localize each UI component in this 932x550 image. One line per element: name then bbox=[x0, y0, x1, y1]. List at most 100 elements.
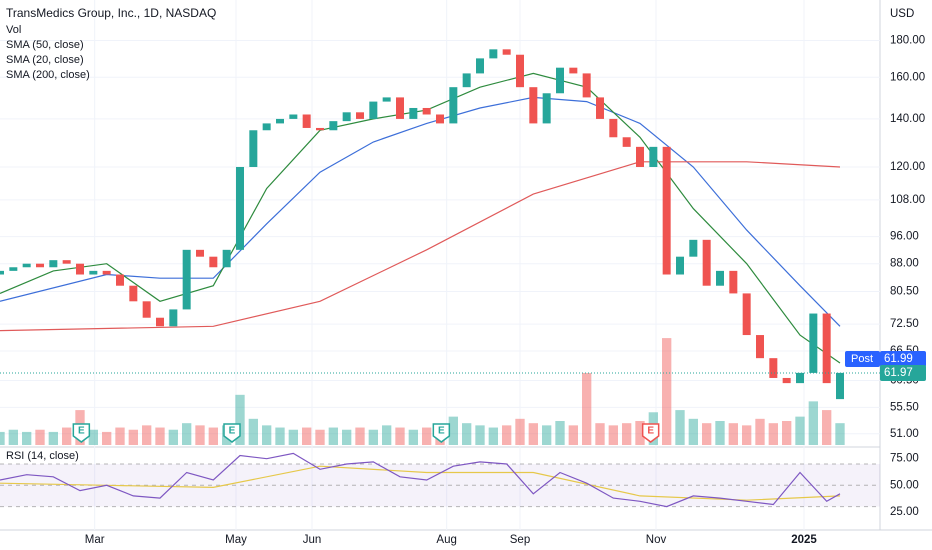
candle bbox=[622, 137, 631, 147]
rsi-title: RSI (14, close) bbox=[6, 450, 79, 462]
volume-bar bbox=[355, 427, 365, 445]
earnings-label: E bbox=[78, 426, 85, 437]
legend-item: Vol bbox=[6, 24, 21, 36]
candle bbox=[276, 118, 284, 124]
volume-bar bbox=[475, 425, 485, 445]
candle bbox=[142, 301, 151, 318]
volume-bar bbox=[715, 421, 725, 445]
candle bbox=[422, 107, 431, 115]
candle bbox=[702, 239, 711, 286]
volume-bar bbox=[208, 427, 218, 445]
volume-bar bbox=[395, 427, 405, 445]
candle bbox=[116, 274, 124, 286]
candle bbox=[729, 270, 738, 294]
currency: USD bbox=[890, 8, 914, 20]
volume-bar bbox=[315, 429, 325, 445]
rsi-line bbox=[0, 452, 841, 508]
candle bbox=[396, 97, 404, 119]
volume-bar bbox=[422, 427, 432, 445]
candle bbox=[169, 309, 178, 327]
volume-bar bbox=[568, 425, 578, 445]
candle bbox=[356, 112, 364, 119]
candle bbox=[209, 256, 218, 268]
y-tick-label: 120.00 bbox=[890, 161, 925, 173]
rsi-tick-label: 25.00 bbox=[890, 506, 919, 518]
candle bbox=[36, 263, 44, 268]
candle bbox=[409, 107, 418, 119]
candle bbox=[129, 285, 138, 302]
x-tick-label: May bbox=[225, 534, 247, 546]
candle bbox=[822, 313, 831, 384]
volume-bar bbox=[795, 416, 805, 445]
rsi-tick-label: 50.00 bbox=[890, 479, 919, 491]
volume-bar bbox=[62, 427, 72, 445]
volume-bar bbox=[755, 418, 765, 445]
candle bbox=[9, 267, 18, 271]
y-tick-label: 180.00 bbox=[890, 35, 925, 47]
legend-item: SMA (20, close) bbox=[6, 54, 84, 66]
volume-bar bbox=[808, 401, 818, 445]
volume-bar bbox=[835, 423, 845, 445]
volume-bar bbox=[302, 427, 312, 445]
y-tick-label: 88.00 bbox=[890, 258, 919, 270]
volume-bar bbox=[768, 423, 778, 445]
volume-bar bbox=[275, 427, 285, 445]
candle bbox=[476, 58, 484, 74]
volume-bar bbox=[702, 423, 712, 445]
earnings-label: E bbox=[438, 426, 445, 437]
volume-bar bbox=[448, 416, 458, 445]
volume-bar bbox=[115, 427, 125, 445]
volume-bar bbox=[462, 423, 472, 445]
x-tick-label: Aug bbox=[436, 534, 456, 546]
candle bbox=[302, 114, 311, 128]
sma-line bbox=[0, 161, 841, 332]
volume-bar bbox=[608, 425, 618, 445]
volume-bar bbox=[782, 421, 792, 445]
candle bbox=[516, 54, 524, 88]
volume-bar bbox=[742, 425, 752, 445]
x-tick-label: Mar bbox=[85, 534, 105, 546]
candle bbox=[782, 377, 791, 384]
candle bbox=[489, 49, 498, 59]
x-tick-label: Jun bbox=[303, 534, 322, 546]
candle bbox=[289, 114, 298, 119]
candle bbox=[756, 335, 764, 359]
candle bbox=[462, 73, 471, 88]
volume-bar bbox=[822, 410, 832, 445]
x-tick-label: Nov bbox=[646, 534, 667, 546]
y-tick-label: 96.00 bbox=[890, 231, 919, 243]
volume-bar bbox=[262, 425, 272, 445]
x-tick-label: Sep bbox=[510, 534, 530, 546]
volume-bar bbox=[288, 429, 298, 445]
candle bbox=[449, 87, 458, 124]
legend-item: SMA (50, close) bbox=[6, 39, 84, 51]
y-tick-label: 55.50 bbox=[890, 401, 919, 413]
candle bbox=[0, 270, 4, 275]
x-tick-label: 2025 bbox=[791, 534, 817, 546]
volume-bar bbox=[128, 429, 138, 445]
post-badge bbox=[845, 350, 880, 367]
candle bbox=[76, 263, 84, 275]
candle bbox=[742, 293, 751, 336]
rsi-ma-line bbox=[0, 465, 841, 501]
volume-bar bbox=[8, 429, 18, 445]
volume-bar bbox=[635, 421, 645, 445]
volume-bar bbox=[102, 431, 112, 445]
volume-bar bbox=[688, 418, 698, 445]
volume-bar bbox=[22, 431, 32, 445]
candle bbox=[342, 112, 351, 122]
earnings-marker bbox=[432, 423, 451, 443]
y-tick-label: 80.50 bbox=[890, 286, 919, 298]
candle bbox=[316, 127, 324, 131]
candle bbox=[836, 372, 844, 400]
volume-bar bbox=[675, 410, 685, 445]
post-price-box bbox=[880, 350, 926, 367]
volume-bar bbox=[168, 429, 178, 445]
chart-title: TransMedics Group, Inc., 1D, NASDAQ bbox=[6, 6, 216, 20]
volume-bar bbox=[88, 429, 98, 445]
volume-bar bbox=[248, 418, 258, 445]
earnings-marker bbox=[641, 423, 660, 443]
volume-bar bbox=[368, 429, 378, 445]
volume-bar bbox=[622, 423, 632, 445]
